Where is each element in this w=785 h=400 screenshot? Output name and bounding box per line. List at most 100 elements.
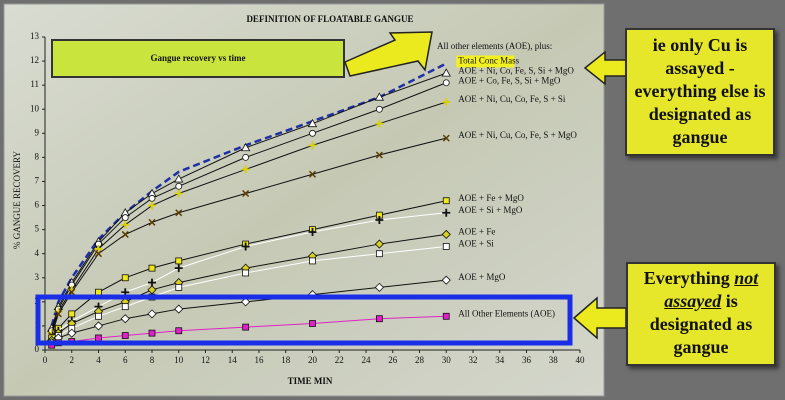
point xyxy=(121,303,129,311)
legend-label: AOE + Fe xyxy=(458,226,495,236)
point xyxy=(240,142,251,152)
point xyxy=(307,118,318,128)
point xyxy=(308,170,317,178)
x-tick-label: 18 xyxy=(281,355,291,365)
legend-heading: All other elements (AOE), plus: xyxy=(437,41,552,51)
point xyxy=(121,274,129,282)
point xyxy=(308,141,317,150)
legend-label: AOE + Si + MgO xyxy=(458,205,523,215)
x-tick-label: 40 xyxy=(576,355,586,365)
point xyxy=(95,312,102,320)
x-tick-label: 22 xyxy=(335,355,344,365)
point xyxy=(120,314,130,324)
point xyxy=(442,208,451,217)
y-tick-label: 6 xyxy=(35,200,40,210)
legend-label: AOE + Si xyxy=(458,239,494,249)
point xyxy=(95,334,102,342)
x-tick-label: 0 xyxy=(43,355,48,365)
x-tick-label: 20 xyxy=(308,355,318,365)
point xyxy=(375,315,383,323)
point xyxy=(148,194,156,202)
point xyxy=(441,68,451,77)
y-tick-label: 4 xyxy=(35,248,40,258)
chart-title: DEFINITION OF FLOATABLE GANGUE xyxy=(246,14,413,24)
x-tick-label: 2 xyxy=(70,355,75,365)
point xyxy=(121,214,129,221)
x-tick-label: 4 xyxy=(96,355,101,365)
point xyxy=(242,323,250,331)
point xyxy=(148,264,156,272)
x-axis-label: TIME MIN xyxy=(288,376,333,386)
point xyxy=(375,215,384,224)
point xyxy=(309,257,316,265)
x-tick-label: 28 xyxy=(415,355,425,365)
point xyxy=(375,119,384,128)
x-tick-label: 32 xyxy=(469,355,478,365)
x-tick-label: 8 xyxy=(150,355,155,365)
point xyxy=(375,151,383,159)
callout-text: is designated as gangue xyxy=(649,291,753,357)
point xyxy=(121,230,129,238)
x-tick-label: 6 xyxy=(123,355,128,365)
y-tick-label: 5 xyxy=(35,224,40,234)
point xyxy=(242,153,250,161)
callout-bottom: Everything not assayed is designated as … xyxy=(626,262,776,366)
y-axis-label: % GANGUE RECOVERY xyxy=(12,151,22,249)
point xyxy=(175,257,183,265)
callout-emphasis: not assayed xyxy=(664,268,759,311)
point xyxy=(175,283,183,291)
callout-text: Everything xyxy=(643,268,730,288)
x-tick-label: 30 xyxy=(442,355,452,365)
point xyxy=(67,328,77,338)
point xyxy=(375,250,383,258)
point xyxy=(375,105,383,113)
x-tick-label: 36 xyxy=(522,355,532,365)
x-tick-label: 14 xyxy=(228,355,238,365)
x-tick-label: 10 xyxy=(174,355,184,365)
x-tick-label: 38 xyxy=(549,355,559,365)
point xyxy=(242,269,250,277)
point xyxy=(308,228,317,237)
point xyxy=(241,165,250,174)
point xyxy=(374,92,385,101)
point xyxy=(94,250,103,258)
legend-label: AOE + MgO xyxy=(458,272,506,282)
headline: Gangue recovery vs time xyxy=(150,53,245,63)
point xyxy=(374,282,384,292)
point xyxy=(68,310,76,318)
point xyxy=(442,98,451,107)
point xyxy=(95,288,102,296)
point xyxy=(374,239,384,249)
y-tick-label: 7 xyxy=(35,176,40,186)
point xyxy=(175,209,183,217)
point xyxy=(442,134,450,142)
point xyxy=(175,327,183,335)
legend-label: AOE + Fe + MgO xyxy=(458,193,524,203)
point xyxy=(309,129,316,137)
headline-box xyxy=(51,39,345,78)
legend-label: AOE + Co, Fe, S, Si + MgO xyxy=(458,76,561,86)
legend-highlight xyxy=(456,55,515,68)
legend-label: AOE + Ni, Cu, Co, Fe, S + MgO xyxy=(458,130,577,140)
legend-label: Total Conc Mass xyxy=(458,56,519,66)
callout-top: ie only Cu is assayed - everything else … xyxy=(625,28,775,156)
y-tick-label: 3 xyxy=(35,272,40,282)
point xyxy=(175,182,183,190)
point xyxy=(148,329,156,337)
point xyxy=(148,218,156,226)
x-tick-label: 26 xyxy=(388,355,398,365)
point xyxy=(174,264,183,273)
point xyxy=(442,197,450,205)
legend-label: AOE + Ni, Co, Fe, S, Si + MgO xyxy=(458,66,574,76)
point xyxy=(93,321,104,331)
point xyxy=(148,201,156,210)
legend-label: All Other Elements (AOE) xyxy=(458,308,555,318)
point xyxy=(68,288,76,296)
y-tick-label: 9 xyxy=(35,127,40,137)
arrow xyxy=(344,31,433,77)
point xyxy=(442,79,450,87)
x-tick-label: 24 xyxy=(362,355,372,365)
point xyxy=(94,244,103,253)
